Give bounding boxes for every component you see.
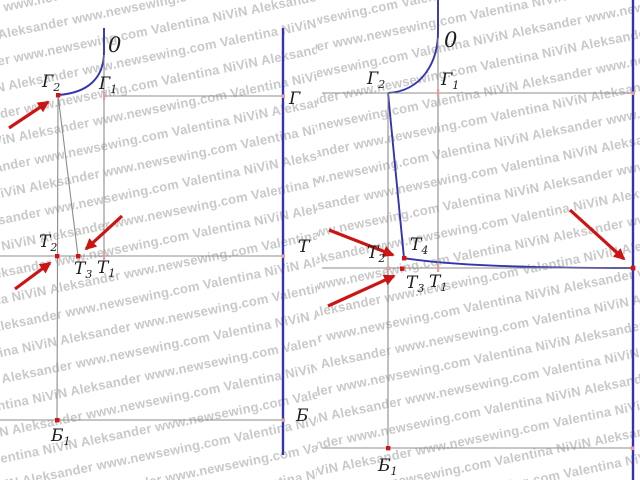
label-right-g2: Г2 [366,69,385,91]
label-right-o: 0 [444,28,457,52]
arrow-to-right-t3 [327,274,396,308]
label-left-t2: Т2 [39,232,57,254]
tick-left-b [281,418,285,422]
label-left-g2: Г2 [41,72,60,94]
label-left-b: Б [295,406,309,426]
tick-right-t1 [437,264,440,272]
arrow-to-left-g2 [8,100,50,130]
tick-left-g [281,94,285,98]
point-right-side-waist [630,265,636,271]
left-neckline-curve [57,28,105,96]
point-left-t2 [55,254,60,259]
tick-left-g1 [103,92,106,100]
label-left-g: Г [288,89,301,109]
left-draft-panel: www.newsewing.com Valentina NiViN Aleksa… [0,0,317,480]
point-right-t4 [402,256,407,261]
tick-right-b [630,446,634,450]
arrow-to-left-t2 [14,261,52,291]
point-left-g2 [56,93,61,98]
label-right-g1: Г1 [440,70,459,92]
label-right-b1: Б1 [377,456,398,478]
label-right-t2: Т2 [367,243,385,265]
arrow-to-right-side-waist [568,208,626,261]
label-left-b1: Б1 [50,426,71,448]
arrow-to-right-t2-t4 [328,228,395,257]
label-left-t1: Т1 [97,258,115,280]
point-left-b1 [55,418,60,423]
label-left-o: 0 [108,33,121,57]
right-slant-g2-t4 [387,92,405,259]
tick-right-t2 [386,266,390,270]
tick-right-g1 [437,89,440,97]
label-right-t3: Т3 [406,273,424,295]
point-right-t3 [400,266,405,271]
right-draft-panel: www.newsewing.com Valentina NiViN Aleksa… [317,0,640,480]
arrow-to-left-t3 [84,214,124,251]
point-left-t3 [76,254,81,259]
label-left-t: Т [298,237,311,257]
right-neckline-curve [387,0,439,94]
tick-left-t [281,254,285,258]
point-right-b1 [386,446,391,451]
label-left-t3: Т3 [74,259,92,281]
left-slant-g2-t3 [57,94,79,257]
tick-left-t1 [103,252,106,260]
tick-right-g [631,91,635,95]
label-right-t4: Т4 [410,235,428,257]
label-left-g1: Г1 [98,74,117,96]
label-right-t1: Т1 [429,272,447,294]
